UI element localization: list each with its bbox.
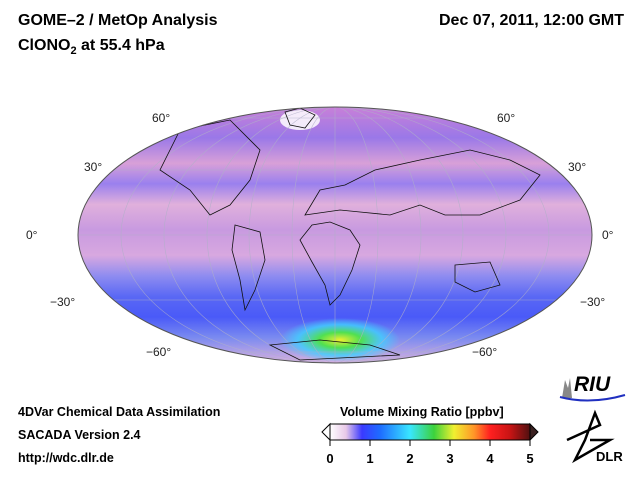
colorbar-tick-label: 4 — [486, 451, 494, 466]
colorbar-tick-label: 5 — [526, 451, 534, 466]
lat-label-left: 30° — [84, 160, 103, 174]
colorbar-tick-label: 0 — [326, 451, 334, 466]
lat-label-left: −60° — [146, 345, 172, 359]
species-subscript: 2 — [70, 45, 77, 58]
lat-label-left: 0° — [26, 228, 38, 242]
pressure-level: at 55.4 hPa — [76, 37, 165, 54]
footer-method: 4DVar Chemical Data Assimilation — [18, 405, 221, 419]
footer-version: SACADA Version 2.4 — [18, 428, 141, 442]
colorbar-title: Volume Mixing Ratio [ppbv] — [340, 405, 504, 419]
lat-label-right: 30° — [568, 160, 587, 174]
lat-label-left: −30° — [50, 295, 76, 309]
dlr-logo — [566, 409, 615, 464]
species-name: ClONO — [18, 37, 71, 54]
colorbar-ticks — [329, 440, 531, 446]
colorbar-tick-label: 1 — [366, 451, 374, 466]
lat-label-right: −30° — [580, 295, 606, 309]
colorbar-under-arrow — [321, 422, 331, 442]
concentration-field — [78, 107, 592, 363]
colorbar — [321, 422, 539, 446]
species-label: ClONO2 at 55.4 hPa — [18, 37, 165, 57]
colorbar-tick-label: 3 — [446, 451, 454, 466]
lat-label-right: 0° — [602, 228, 614, 242]
figure-title: GOME–2 / MetOp Analysis — [18, 12, 218, 29]
datetime: Dec 07, 2011, 12:00 GMT — [439, 12, 624, 29]
lat-label-right: −60° — [472, 345, 498, 359]
colorbar-over-arrow — [529, 422, 539, 442]
lat-label-right: 60° — [497, 111, 516, 125]
polar-vortex-hotspot — [280, 318, 400, 362]
map-border — [77, 106, 593, 364]
coastlines — [159, 107, 541, 361]
riu-logo — [559, 378, 626, 402]
colorbar-tick-label: 2 — [406, 451, 414, 466]
colorbar-gradient — [329, 423, 531, 441]
riu-logo-text: RIU — [574, 373, 611, 396]
lat-label-left: 60° — [152, 111, 171, 125]
footer-url[interactable]: http://wdc.dlr.de — [18, 451, 114, 465]
dlr-logo-text: DLR — [596, 449, 623, 464]
